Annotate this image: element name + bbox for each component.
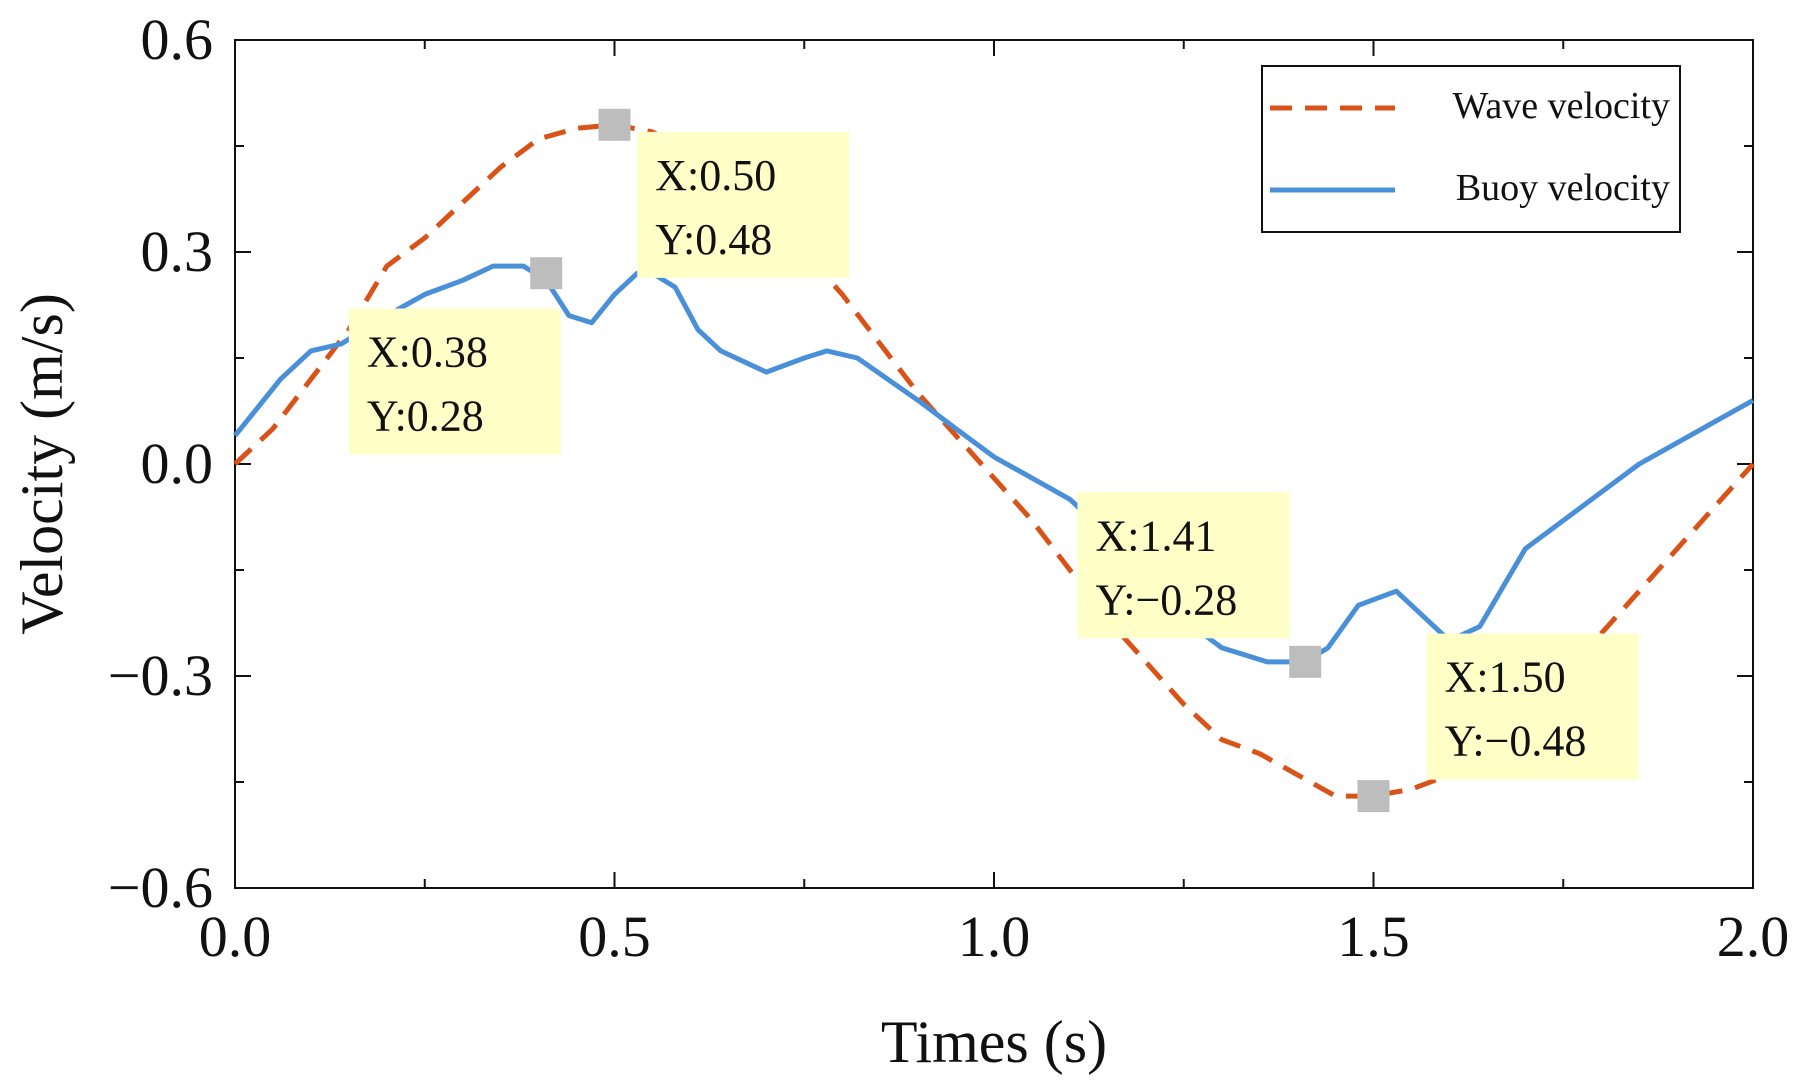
annotation-x-value: X:0.38: [367, 328, 488, 377]
data-point-marker: [598, 108, 631, 141]
x-tick-label: 0.0: [199, 904, 272, 969]
annotation-y-value: Y:−0.48: [1445, 717, 1587, 766]
annotation-box: X:1.41 Y:−0.28: [1077, 492, 1290, 639]
annotation-background: [348, 308, 561, 455]
y-tick-label: −0.3: [108, 643, 213, 708]
y-tick-label: −0.6: [108, 855, 213, 920]
data-point-marker: [1289, 645, 1322, 678]
y-tick-label: 0.3: [141, 219, 214, 284]
legend-label-buoy: Buoy velocity: [1456, 167, 1670, 209]
annotation-x-value: X:1.41: [1095, 511, 1216, 560]
annotation-background: [1426, 633, 1639, 780]
annotation-background: [637, 131, 850, 278]
series-line-wave: [233, 122, 1755, 799]
annotation-box: X:0.38 Y:0.28: [348, 308, 561, 455]
x-tick-label: 1.5: [1337, 904, 1410, 969]
annotation-box: X:0.50 Y:0.48: [637, 131, 850, 278]
data-point-marker: [530, 257, 563, 290]
annotation-background: [1077, 492, 1290, 639]
y-tick-label: 0.6: [141, 7, 214, 72]
annotation-box: X:1.50 Y:−0.48: [1426, 633, 1639, 780]
x-tick-label: 1.0: [958, 904, 1031, 969]
annotation-y-value: Y:0.28: [367, 392, 484, 441]
annotation-x-value: X:1.50: [1445, 653, 1566, 702]
annotation-x-value: X:0.50: [655, 151, 776, 200]
x-tick-label: 2.0: [1717, 904, 1790, 969]
annotation-y-value: Y:0.48: [655, 215, 772, 264]
legend: Wave velocity Buoy velocity: [1261, 65, 1681, 233]
y-tick-label: 0.0: [141, 431, 214, 496]
legend-label-wave: Wave velocity: [1453, 85, 1670, 127]
legend-box: [1261, 65, 1681, 233]
x-tick-label: 0.5: [578, 904, 651, 969]
annotation-y-value: Y:−0.28: [1095, 575, 1237, 624]
data-point-marker: [1357, 780, 1390, 813]
x-axis-title: Times (s): [881, 1009, 1107, 1075]
y-axis-title: Velocity (m/s): [9, 293, 75, 635]
